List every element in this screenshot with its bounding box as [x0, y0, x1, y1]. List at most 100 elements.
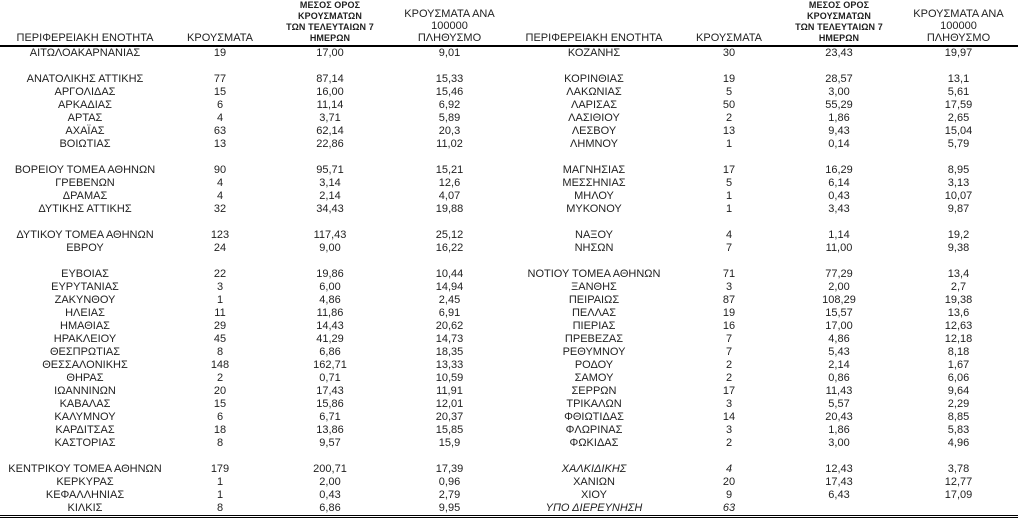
- cases-cell: 7: [725, 333, 733, 345]
- table-row: ΧΑΝΙΩΝ 20 17,43 12,77: [509, 476, 1018, 489]
- table-row: ΗΛΕΙΑΣ 11 11,86 6,91: [0, 307, 509, 320]
- region-cell: ΚΕΝΤΡΙΚΟΥ ΤΟΜΕΑ ΑΘΗΝΩΝ: [8, 463, 162, 475]
- avg7-cell: 1,14: [828, 229, 850, 241]
- cases-cell: 2: [725, 372, 733, 384]
- table-row: ΚΑΣΤΟΡΙΑΣ 8 9,57 15,9: [0, 437, 509, 450]
- cases-cell: 17: [722, 385, 736, 397]
- avg7-cell: 1,86: [828, 424, 850, 436]
- spacer-cell: [0, 151, 509, 164]
- per100k-cell: 13,1: [947, 73, 970, 85]
- region-cell: ΜΗΛΟΥ: [574, 190, 614, 202]
- per100k-cell: 9,64: [947, 385, 970, 397]
- region-cell: ΑΙΤΩΛΟΑΚΑΡΝΑΝΙΑΣ: [29, 47, 141, 59]
- cases-cell: 11: [214, 307, 226, 319]
- table-row: ΔΥΤΙΚΗΣ ΑΤΤΙΚΗΣ 32 34,43 19,88: [0, 203, 509, 216]
- column-header-avg7: ΜΕΣΟΣ ΟΡΟΣ ΚΡΟΥΣΜΑΤΩΝ ΤΩΝ ΤΕΛΕΥΤΑΙΩΝ 7 Η…: [270, 0, 390, 47]
- region-cell: ΧΙΟΥ: [581, 489, 607, 501]
- region-cell: ΧΑΝΙΩΝ: [573, 476, 615, 488]
- cases-cell: 4: [216, 112, 224, 124]
- per100k-cell: 3,78: [947, 463, 970, 475]
- per100k-cell: 2,29: [947, 398, 970, 410]
- avg7-cell: 4,86: [828, 333, 850, 345]
- column-header-region: ΠΕΡΙΦΕΡΕΙΑΚΗ ΕΝΟΤΗΤΑ: [0, 0, 170, 47]
- cases-cell: 4: [216, 177, 224, 189]
- region-cell: ΛΗΜΝΟΥ: [570, 138, 618, 150]
- avg7-cell: 16,00: [316, 86, 344, 98]
- per100k-cell: 12,63: [944, 320, 973, 332]
- region-cell: ΚΕΦΑΛΛΗΝΙΑΣ: [45, 489, 125, 501]
- cases-cell: 1: [725, 138, 733, 150]
- region-cell: ΛΑΡΙΣΑΣ: [570, 99, 617, 111]
- table-row: ΑΡΚΑΔΙΑΣ 6 11,14 6,92: [0, 99, 509, 112]
- avg7-cell: 62,14: [316, 125, 344, 137]
- cases-cell: 7: [725, 242, 733, 254]
- header-row: ΠΕΡΙΦΕΡΕΙΑΚΗ ΕΝΟΤΗΤΑ ΚΡΟΥΣΜΑΤΑ ΜΕΣΟΣ ΟΡΟ…: [0, 0, 509, 47]
- per100k-cell: 25,12: [435, 229, 464, 241]
- per100k-cell: 12,77: [944, 476, 973, 488]
- cases-cell: 13: [722, 125, 736, 137]
- per100k-cell: 9,95: [438, 502, 461, 514]
- regional-table-left: ΠΕΡΙΦΕΡΕΙΑΚΗ ΕΝΟΤΗΤΑ ΚΡΟΥΣΜΑΤΑ ΜΕΣΟΣ ΟΡΟ…: [0, 0, 509, 518]
- table-row: ΔΥΤΙΚΟΥ ΤΟΜΕΑ ΑΘΗΝΩΝ 123 117,43 25,12: [0, 229, 509, 242]
- per100k-cell: 19,38: [944, 294, 973, 306]
- table-row: ΕΒΡΟΥ 24 9,00 16,22: [0, 242, 509, 255]
- table-row: ΑΝΑΤΟΛΙΚΗΣ ΑΤΤΙΚΗΣ 77 87,14 15,33: [0, 73, 509, 86]
- avg7-cell: 117,43: [313, 229, 347, 241]
- cases-cell: 3: [725, 398, 733, 410]
- per100k-cell: 4,07: [438, 190, 461, 202]
- region-cell: ΛΑΚΩΝΙΑΣ: [566, 86, 622, 98]
- per100k-cell: 10,07: [944, 190, 973, 202]
- per100k-cell: 18,35: [435, 346, 464, 358]
- per100k-cell: 5,61: [947, 86, 970, 98]
- avg7-cell: 6,86: [319, 346, 341, 358]
- region-cell: ΜΥΚΟΝΟΥ: [566, 203, 622, 215]
- cases-cell: 45: [213, 333, 227, 345]
- column-header-cases: ΚΡΟΥΣΜΑΤΑ: [170, 0, 270, 47]
- avg7-cell: 3,00: [828, 437, 850, 449]
- cases-cell: 7: [725, 346, 733, 358]
- region-cell: ΠΕΛΛΑΣ: [571, 307, 617, 319]
- region-cell: ΝΗΣΩΝ: [574, 242, 614, 254]
- region-cell: ΑΝΑΤΟΛΙΚΗΣ ΑΤΤΙΚΗΣ: [26, 73, 144, 85]
- per100k-cell: 12,6: [438, 177, 461, 189]
- cases-cell: 1: [216, 294, 224, 306]
- table-row: ΚΙΛΚΙΣ 8 6,86 9,95: [0, 502, 509, 517]
- cases-table-left: ΠΕΡΙΦΕΡΕΙΑΚΗ ΕΝΟΤΗΤΑ ΚΡΟΥΣΜΑΤΑ ΜΕΣΟΣ ΟΡΟ…: [0, 0, 509, 518]
- cases-cell: 87: [722, 294, 736, 306]
- table-row: ΣΑΜΟΥ 2 0,86 6,06: [509, 372, 1018, 385]
- table-row: ΖΑΚΥΝΘΟΥ 1 4,86 2,45: [0, 294, 509, 307]
- cases-cell: 19: [722, 307, 736, 319]
- per100k-cell: 1,67: [947, 359, 970, 371]
- region-cell: ΕΥΡΥΤΑΝΙΑΣ: [51, 281, 119, 293]
- avg7-cell: 9,00: [319, 242, 341, 254]
- per100k-cell: 15,46: [435, 86, 464, 98]
- per100k-cell: 13,33: [435, 359, 464, 371]
- per100k-cell: [899, 502, 1018, 517]
- per100k-cell: 12,18: [944, 333, 973, 345]
- spacer-cell: [509, 216, 1018, 229]
- avg7-cell: 20,43: [825, 411, 853, 423]
- region-cell: ΚΙΛΚΙΣ: [67, 502, 103, 514]
- table-row: ΔΡΑΜΑΣ 4 2,14 4,07: [0, 190, 509, 203]
- table-row: ΚΑΡΔΙΤΣΑΣ 18 13,86 15,85: [0, 424, 509, 437]
- avg7-cell: 16,29: [825, 164, 853, 176]
- avg7-cell: 0,14: [828, 138, 850, 150]
- region-cell: ΓΡΕΒΕΝΩΝ: [55, 177, 115, 189]
- cases-cell: 3: [216, 281, 224, 293]
- avg7-cell: [779, 502, 899, 517]
- regional-cases-report: ΠΕΡΙΦΕΡΕΙΑΚΗ ΕΝΟΤΗΤΑ ΚΡΟΥΣΜΑΤΑ ΜΕΣΟΣ ΟΡΟ…: [0, 0, 1018, 518]
- avg7-cell: 2,00: [828, 281, 850, 293]
- region-cell: ΜΑΓΝΗΣΙΑΣ: [562, 164, 626, 176]
- avg7-cell: 17,43: [316, 385, 344, 397]
- table-row: ΤΡΙΚΑΛΩΝ 3 5,57 2,29: [509, 398, 1018, 411]
- avg7-cell: 87,14: [316, 73, 344, 85]
- spacer-row: [509, 216, 1018, 229]
- per100k-cell: 2,65: [947, 112, 970, 124]
- per100k-cell: 8,95: [947, 164, 970, 176]
- per100k-cell: 20,3: [438, 125, 461, 137]
- avg7-cell: 23,43: [825, 47, 853, 59]
- cases-cell: 5: [725, 86, 733, 98]
- avg7-cell: 0,71: [319, 372, 341, 384]
- column-header-region: ΠΕΡΙΦΕΡΕΙΑΚΗ ΕΝΟΤΗΤΑ: [509, 0, 679, 47]
- avg7-cell: 3,71: [319, 112, 341, 124]
